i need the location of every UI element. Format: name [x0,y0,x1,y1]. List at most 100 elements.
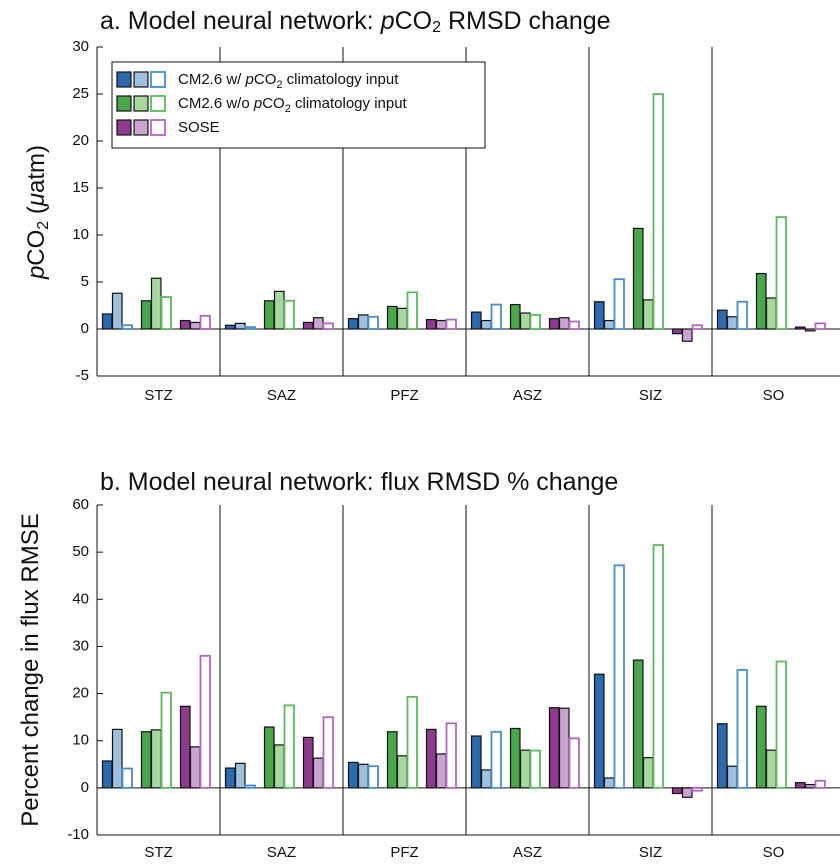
bar [140,300,152,330]
legend-swatch [133,95,149,112]
legend-swatch [133,119,149,136]
bar [189,321,201,330]
bar [775,660,787,789]
legend-box [111,61,486,149]
bar [234,322,246,330]
bar [490,303,502,330]
bar [509,727,521,789]
y-tick-label: 20 [72,685,89,702]
legend-swatch [116,95,132,112]
legend-swatch [150,119,166,136]
bar [263,300,275,330]
y-tick-label: 25 [72,85,89,102]
bar [814,322,826,330]
bar [160,691,172,789]
bar [160,296,172,330]
bar [716,309,728,330]
bar [322,716,334,789]
bar [199,314,211,330]
x-tick-label: SIZ [639,844,662,861]
bar [179,705,191,789]
bar [736,300,748,330]
bar [302,321,314,330]
y-tick-label: 20 [72,132,89,149]
bar [765,749,777,789]
bar [613,278,625,330]
bar [199,654,211,789]
bar [726,765,738,789]
bar [121,324,133,330]
bar [312,317,324,330]
bar [603,777,615,789]
bar [189,746,201,789]
bar [529,749,541,789]
bar [283,704,295,789]
bar [814,779,826,789]
y-tick-label: 40 [72,590,89,607]
y-tick-label: 60 [72,496,89,513]
bar [435,753,447,789]
bar [642,299,654,330]
y-tick-label: -10 [67,826,89,843]
bar [179,319,191,330]
bar [357,763,369,789]
bar [244,784,256,789]
bar [150,729,162,789]
bar [548,707,560,789]
legend-swatch [150,95,166,112]
bar [347,761,359,789]
bar [519,312,531,330]
legend-swatch [116,119,132,136]
y-tick-label: 5 [81,273,89,290]
bar [765,297,777,330]
bar [558,317,570,330]
y-tick-label: 10 [72,732,89,749]
bar [671,787,683,795]
bar [396,307,408,330]
bar [121,767,133,789]
bar [470,735,482,789]
x-tick-label: PFZ [390,387,418,404]
y-tick-label: 50 [72,543,89,560]
bar [755,705,767,789]
bar [406,695,418,789]
bar [681,328,693,342]
bar [775,216,787,330]
bar [396,755,408,789]
y-tick-label: -5 [76,367,89,384]
bar [312,757,324,789]
x-tick-label: SAZ [267,387,296,404]
x-tick-label: ASZ [513,844,542,861]
bar [111,292,123,330]
bar [490,730,502,789]
bar [150,277,162,330]
y-axis-label: pCO2 (μatm) [23,145,52,280]
bar [804,328,816,332]
bar [445,318,457,330]
bar [632,227,644,330]
chart-title: a. Model neural network: pCO2 RMSD chang… [100,7,611,37]
legend-swatch [133,71,149,88]
legend-swatch [116,71,132,88]
bar [224,324,236,330]
legend-label: CM2.6 w/o pCO2 climatology input [178,95,408,115]
bar [283,299,295,330]
x-tick-label: SIZ [639,387,662,404]
bar [480,319,492,330]
chart-title: b. Model neural network: flux RMSD % cha… [100,468,618,496]
bar [755,272,767,330]
y-tick-label: 30 [72,637,89,654]
bar [140,731,152,789]
bar [224,767,236,789]
legend: CM2.6 w/ pCO2 climatology input CM2.6 w/… [111,61,486,149]
bar [263,726,275,789]
bar [529,313,541,330]
y-axis-label: Percent change in flux RMSE [17,513,44,827]
bar [111,728,123,789]
legend-label: CM2.6 w/ pCO2 climatology input [178,71,399,91]
bar [804,783,816,789]
bar [681,787,693,798]
bar [367,765,379,789]
bar [726,316,738,330]
